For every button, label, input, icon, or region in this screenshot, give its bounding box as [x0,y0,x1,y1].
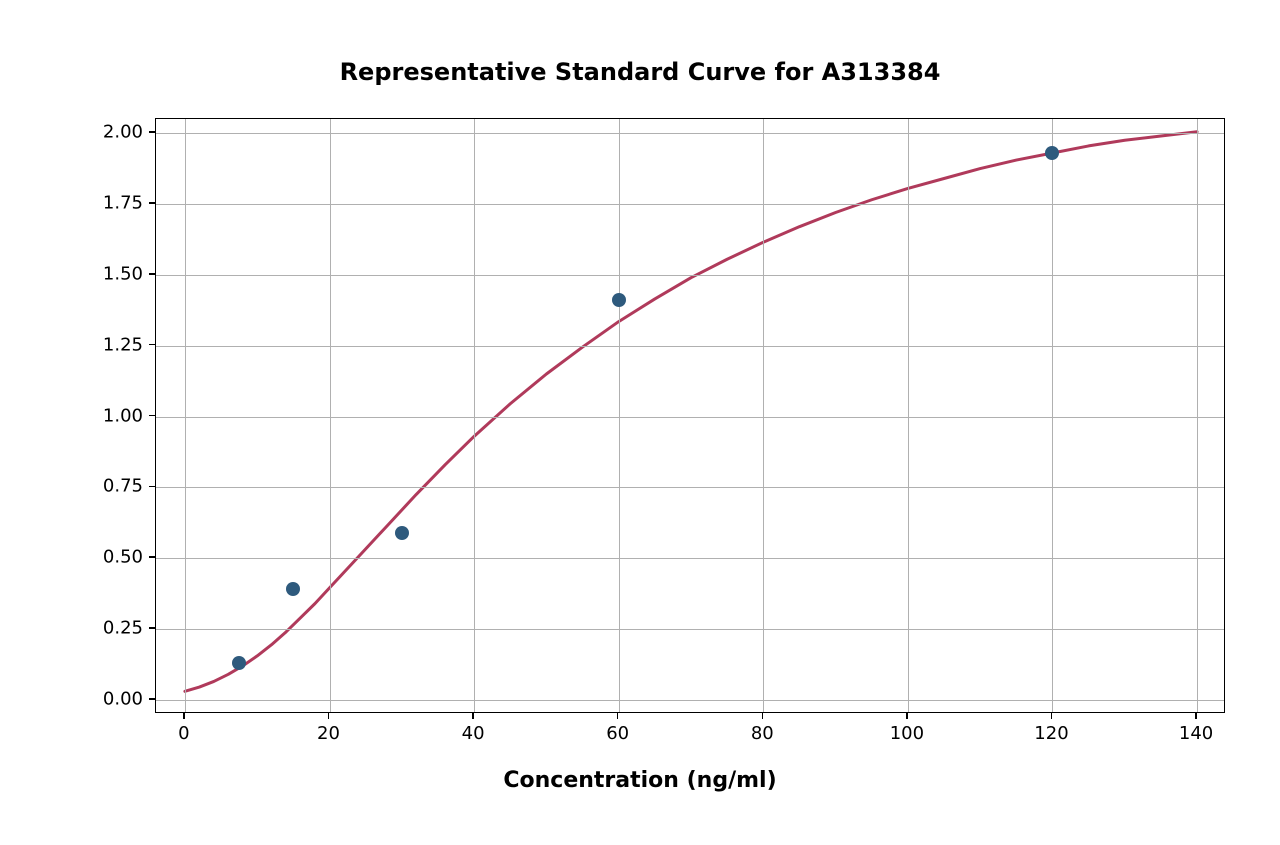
chart-container: Representative Standard Curve for A31338… [0,0,1280,845]
grid-line-vertical [185,119,186,712]
y-tick-label: 0.50 [103,547,143,568]
grid-line-horizontal [156,417,1224,418]
grid-line-vertical [1197,119,1198,712]
x-tick-mark [1051,713,1053,719]
x-tick-mark [762,713,764,719]
grid-line-vertical [619,119,620,712]
grid-line-horizontal [156,558,1224,559]
data-point [1045,146,1059,160]
data-point [232,656,246,670]
chart-title: Representative Standard Curve for A31338… [0,58,1280,86]
grid-line-horizontal [156,487,1224,488]
grid-line-horizontal [156,346,1224,347]
y-tick-label: 1.50 [103,263,143,284]
x-tick-mark [472,713,474,719]
x-tick-label: 40 [462,723,485,744]
y-tick-label: 1.75 [103,193,143,214]
x-tick-label: 0 [178,723,189,744]
plot-area [155,118,1225,713]
x-tick-mark [328,713,330,719]
y-tick-mark [149,415,155,417]
grid-line-vertical [1052,119,1053,712]
grid-line-horizontal [156,204,1224,205]
x-tick-label: 100 [890,723,924,744]
data-point [395,526,409,540]
x-axis-label: Concentration (ng/ml) [0,768,1280,793]
y-tick-mark [149,273,155,275]
y-tick-label: 2.00 [103,122,143,143]
grid-line-horizontal [156,700,1224,701]
x-tick-mark [906,713,908,719]
y-tick-mark [149,486,155,488]
y-tick-mark [149,698,155,700]
grid-line-vertical [330,119,331,712]
x-tick-mark [183,713,185,719]
x-tick-label: 120 [1034,723,1068,744]
y-tick-mark [149,556,155,558]
y-tick-mark [149,627,155,629]
x-tick-mark [1195,713,1197,719]
grid-line-horizontal [156,133,1224,134]
y-tick-label: 1.25 [103,334,143,355]
y-tick-label: 0.25 [103,618,143,639]
grid-line-vertical [908,119,909,712]
x-tick-label: 140 [1179,723,1213,744]
x-tick-label: 80 [751,723,774,744]
y-tick-mark [149,202,155,204]
x-tick-label: 20 [317,723,340,744]
y-tick-label: 0.00 [103,688,143,709]
y-tick-label: 0.75 [103,476,143,497]
y-tick-label: 1.00 [103,405,143,426]
y-tick-mark [149,344,155,346]
grid-line-vertical [763,119,764,712]
data-point [612,293,626,307]
grid-line-vertical [474,119,475,712]
y-tick-mark [149,131,155,133]
x-tick-label: 60 [606,723,629,744]
grid-line-horizontal [156,275,1224,276]
grid-line-horizontal [156,629,1224,630]
data-point [286,582,300,596]
x-tick-mark [617,713,619,719]
